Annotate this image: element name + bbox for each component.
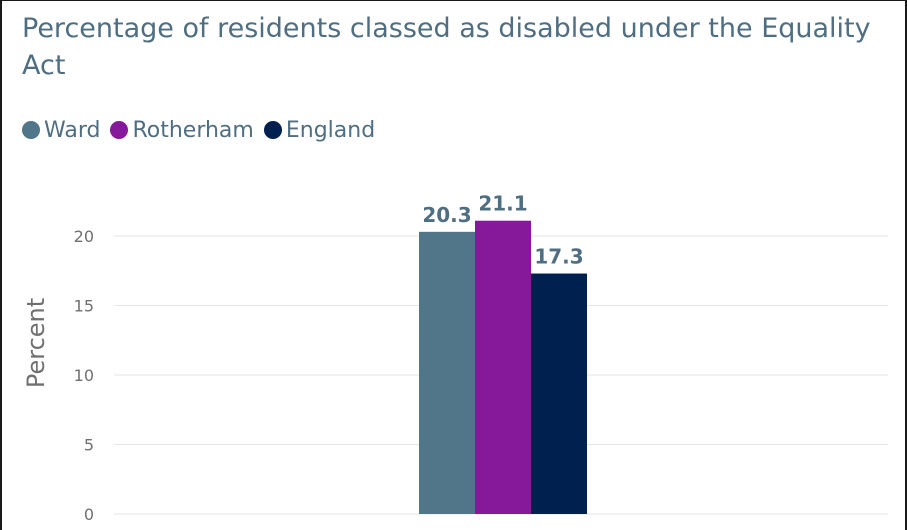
y-axis-label: Percent [22,298,50,388]
bar-england[interactable] [531,273,587,514]
legend-swatch-ward [22,121,40,139]
legend-label-ward: Ward [44,117,101,143]
y-tick-label: 0 [84,505,94,524]
data-label-england: 17.3 [534,245,583,269]
y-axis-ticks: 0 5 10 15 20 [74,227,94,524]
chart-title: Percentage of residents classed as disab… [22,13,871,81]
legend-swatch-rotherham [110,121,129,139]
legend-label-england: England [285,117,376,143]
bar-rotherham[interactable] [475,220,531,514]
y-tick-label: 20 [74,227,94,246]
bar-ward[interactable] [419,231,475,514]
legend-label-rotherham: Rotherham [132,117,254,143]
legend-item-england[interactable]: England [263,117,376,143]
legend-item-rotherham[interactable]: Rotherham [110,117,254,143]
legend-swatch-england [263,121,282,139]
legend-item-ward[interactable]: Ward [22,118,100,143]
y-tick-label: 5 [84,436,94,455]
bars [419,220,587,514]
y-tick-label: 10 [74,366,94,385]
data-labels: 20.3 21.1 17.3 [422,192,583,269]
y-tick-label: 15 [74,297,94,316]
data-label-ward: 20.3 [422,203,471,227]
data-label-rotherham: 21.1 [478,192,527,216]
chart-legend: Ward Rotherham England [22,115,375,145]
